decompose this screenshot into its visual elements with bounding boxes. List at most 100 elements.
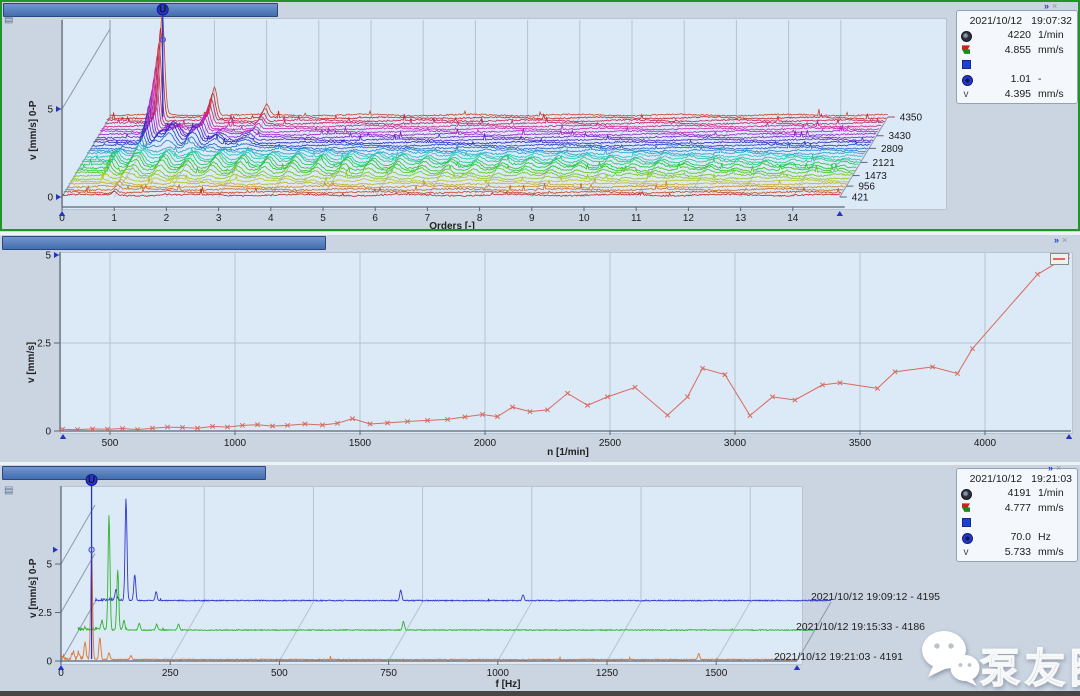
- trend-legend-mini[interactable]: [1050, 253, 1069, 265]
- panel-divider: [0, 232, 1080, 235]
- trend-x-axis-label: n [1/min]: [547, 447, 589, 458]
- axis-setup-icon[interactable]: ▤: [4, 14, 14, 25]
- speed-readout: 4220 1/min: [961, 28, 1072, 43]
- spectrum-annotation-green: 2021/10/12 19:15:33 - 4186: [795, 621, 925, 633]
- marker-row: [961, 57, 1072, 72]
- window-bottom-edge: [0, 691, 1080, 696]
- spectra-panel-titlebar[interactable]: [2, 466, 266, 480]
- svg-text:5: 5: [320, 213, 326, 224]
- axis-setup-icon[interactable]: ▤: [4, 485, 14, 496]
- svg-text:9: 9: [529, 213, 535, 224]
- svg-text:2.5: 2.5: [37, 339, 51, 350]
- tacho-icon: [961, 30, 972, 42]
- svg-text:1500: 1500: [705, 668, 728, 679]
- svg-text:250: 250: [162, 668, 179, 679]
- collapse-arrow-icon[interactable]: »: [1054, 235, 1060, 245]
- svg-text:3430: 3430: [889, 131, 912, 142]
- svg-text:0: 0: [47, 193, 53, 204]
- spectra-plot-area[interactable]: [60, 486, 803, 665]
- svg-text:2809: 2809: [881, 144, 904, 155]
- flag-icon: [961, 45, 971, 55]
- svg-text:1473: 1473: [865, 171, 888, 182]
- svg-text:U: U: [88, 475, 95, 486]
- close-icon[interactable]: ×: [1062, 235, 1068, 245]
- spectra-x-axis-label: f [Hz]: [495, 679, 521, 690]
- svg-text:1500: 1500: [349, 438, 372, 449]
- collapse-arrow-icon[interactable]: »: [1048, 463, 1054, 473]
- svg-text:2500: 2500: [599, 438, 622, 449]
- svg-text:3: 3: [216, 213, 222, 224]
- close-icon[interactable]: ×: [1056, 463, 1062, 473]
- svg-text:0: 0: [59, 213, 65, 224]
- waterfall-panel-titlebar[interactable]: [3, 3, 278, 17]
- svg-text:5: 5: [45, 251, 51, 262]
- svg-text:6: 6: [372, 213, 378, 224]
- spectra-info-panel: 2021/10/12 19:21:03 4191 1/min 4.777 mm/s 7…: [956, 468, 1078, 562]
- collapse-arrow-icon[interactable]: »: [1044, 1, 1050, 11]
- svg-text:2: 2: [164, 213, 170, 224]
- cursor-x-readout: 1.01-: [961, 72, 1072, 87]
- svg-text:500: 500: [271, 668, 288, 679]
- svg-text:14: 14: [787, 213, 799, 224]
- svg-text:1: 1: [111, 213, 117, 224]
- svg-text:1000: 1000: [487, 668, 510, 679]
- svg-text:3000: 3000: [724, 438, 747, 449]
- spectrum-annotation-blue: 2021/10/12 19:09:12 - 4195: [810, 591, 940, 603]
- svg-text:500: 500: [102, 438, 119, 449]
- cursor-circle-icon: [961, 74, 973, 86]
- panel-window-controls[interactable]: » ×: [1048, 463, 1062, 473]
- speed-readout: 4191 1/min: [961, 486, 1072, 501]
- svg-text:956: 956: [858, 182, 875, 193]
- spectrum-annotation-orange: 2021/10/12 19:21:03 - 4191: [773, 651, 903, 663]
- panel-window-controls[interactable]: » ×: [1044, 1, 1058, 11]
- svg-text:2.5: 2.5: [38, 608, 52, 619]
- trend-panel-titlebar[interactable]: [2, 236, 326, 250]
- trend-y-axis-label: v [mm/s]: [26, 341, 37, 383]
- svg-text:5: 5: [47, 105, 53, 116]
- v-symbol-icon: v: [963, 546, 969, 558]
- svg-text:3500: 3500: [849, 438, 872, 449]
- v-symbol-icon: v: [963, 88, 969, 100]
- svg-text:11: 11: [631, 213, 642, 224]
- svg-text:2000: 2000: [474, 438, 497, 449]
- svg-text:4000: 4000: [974, 438, 997, 449]
- waterfall-info-panel: 2021/10/12 19:07:32 4220 1/min 4.855 mm/s 1…: [956, 10, 1078, 104]
- measurement-datetime: 2021/10/12 19:21:03: [969, 472, 1072, 485]
- cursor-circle-icon: [961, 532, 973, 544]
- svg-text:U: U: [159, 5, 166, 16]
- flag-icon: [961, 503, 971, 513]
- waterfall-y-axis-label: v [mm/s] 0-P: [28, 100, 39, 160]
- svg-text:2121: 2121: [873, 158, 896, 169]
- cursor-value-readout: v 4.395 mm/s: [961, 86, 1072, 101]
- svg-text:10: 10: [578, 213, 590, 224]
- svg-text:421: 421: [852, 193, 869, 204]
- spectra-y-axis-label: v [mm/s] 0-P: [28, 558, 39, 618]
- svg-text:0: 0: [46, 657, 52, 668]
- svg-text:7: 7: [425, 213, 431, 224]
- waterfall-x-axis-label: Orders [-]: [429, 221, 475, 232]
- panel-window-controls[interactable]: » ×: [1054, 235, 1068, 245]
- svg-text:4350: 4350: [900, 113, 923, 124]
- svg-text:750: 750: [380, 668, 397, 679]
- panel-divider: [0, 462, 1080, 465]
- svg-text:5: 5: [46, 560, 52, 571]
- tacho-icon: [961, 488, 972, 500]
- svg-text:1250: 1250: [596, 668, 619, 679]
- svg-text:0: 0: [45, 427, 51, 438]
- max-flag-readout: 4.777 mm/s: [961, 501, 1072, 516]
- max-flag-readout: 4.855 mm/s: [961, 43, 1072, 58]
- svg-text:0: 0: [58, 668, 64, 679]
- marker-row: [961, 515, 1072, 530]
- close-icon[interactable]: ×: [1052, 1, 1058, 11]
- square-marker-icon: [961, 517, 971, 528]
- cursor-x-readout: 70.0 Hz: [961, 530, 1072, 545]
- svg-text:4: 4: [268, 213, 274, 224]
- square-marker-icon: [961, 59, 971, 70]
- svg-text:12: 12: [683, 213, 695, 224]
- cursor-value-readout: v 5.733 mm/s: [961, 544, 1072, 559]
- svg-text:13: 13: [735, 213, 747, 224]
- svg-text:1000: 1000: [224, 438, 247, 449]
- svg-text:8: 8: [477, 213, 483, 224]
